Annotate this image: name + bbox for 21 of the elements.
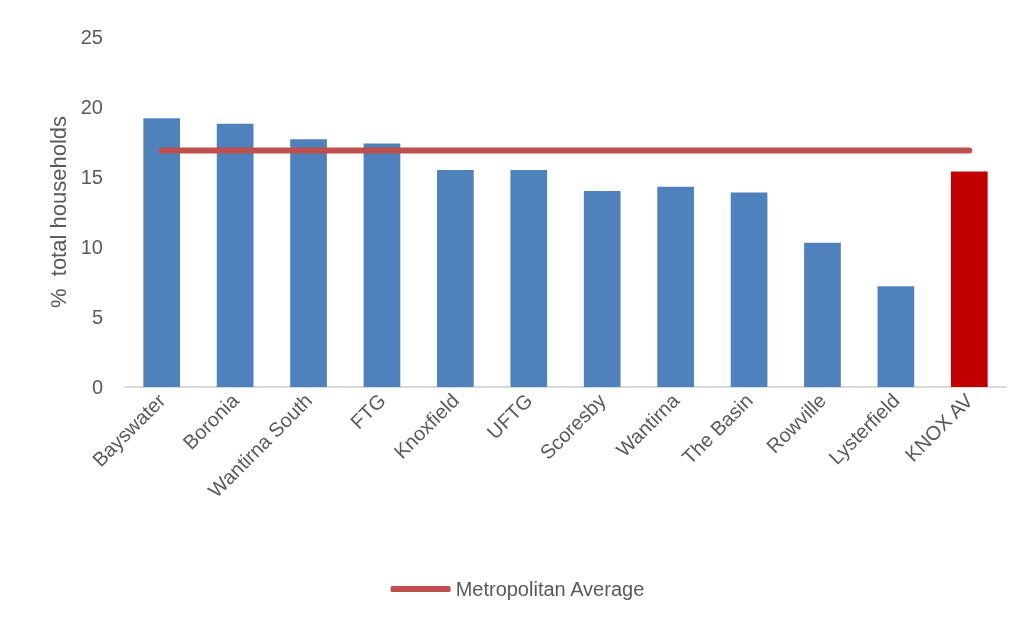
bar (583, 191, 621, 387)
legend-label: Metropolitan Average (455, 578, 645, 600)
bar (363, 143, 401, 387)
bar (216, 123, 254, 387)
bar (437, 170, 474, 387)
bar (290, 139, 327, 387)
y-tick-label: 25 (80, 26, 103, 48)
y-tick-label: 5 (91, 306, 103, 328)
x-tick-label: FTG (345, 389, 390, 434)
bar (657, 186, 694, 387)
y-axis-title: % total households (46, 115, 72, 309)
bar (804, 242, 841, 387)
y-tick-label: 15 (80, 166, 103, 188)
bar (950, 171, 988, 387)
bar (143, 118, 181, 387)
bar (510, 170, 548, 387)
y-tick-label: 0 (91, 376, 103, 398)
y-tick-label: 20 (80, 96, 103, 118)
bar (877, 286, 915, 387)
bar (730, 192, 768, 387)
y-tick-label: 10 (80, 236, 103, 258)
